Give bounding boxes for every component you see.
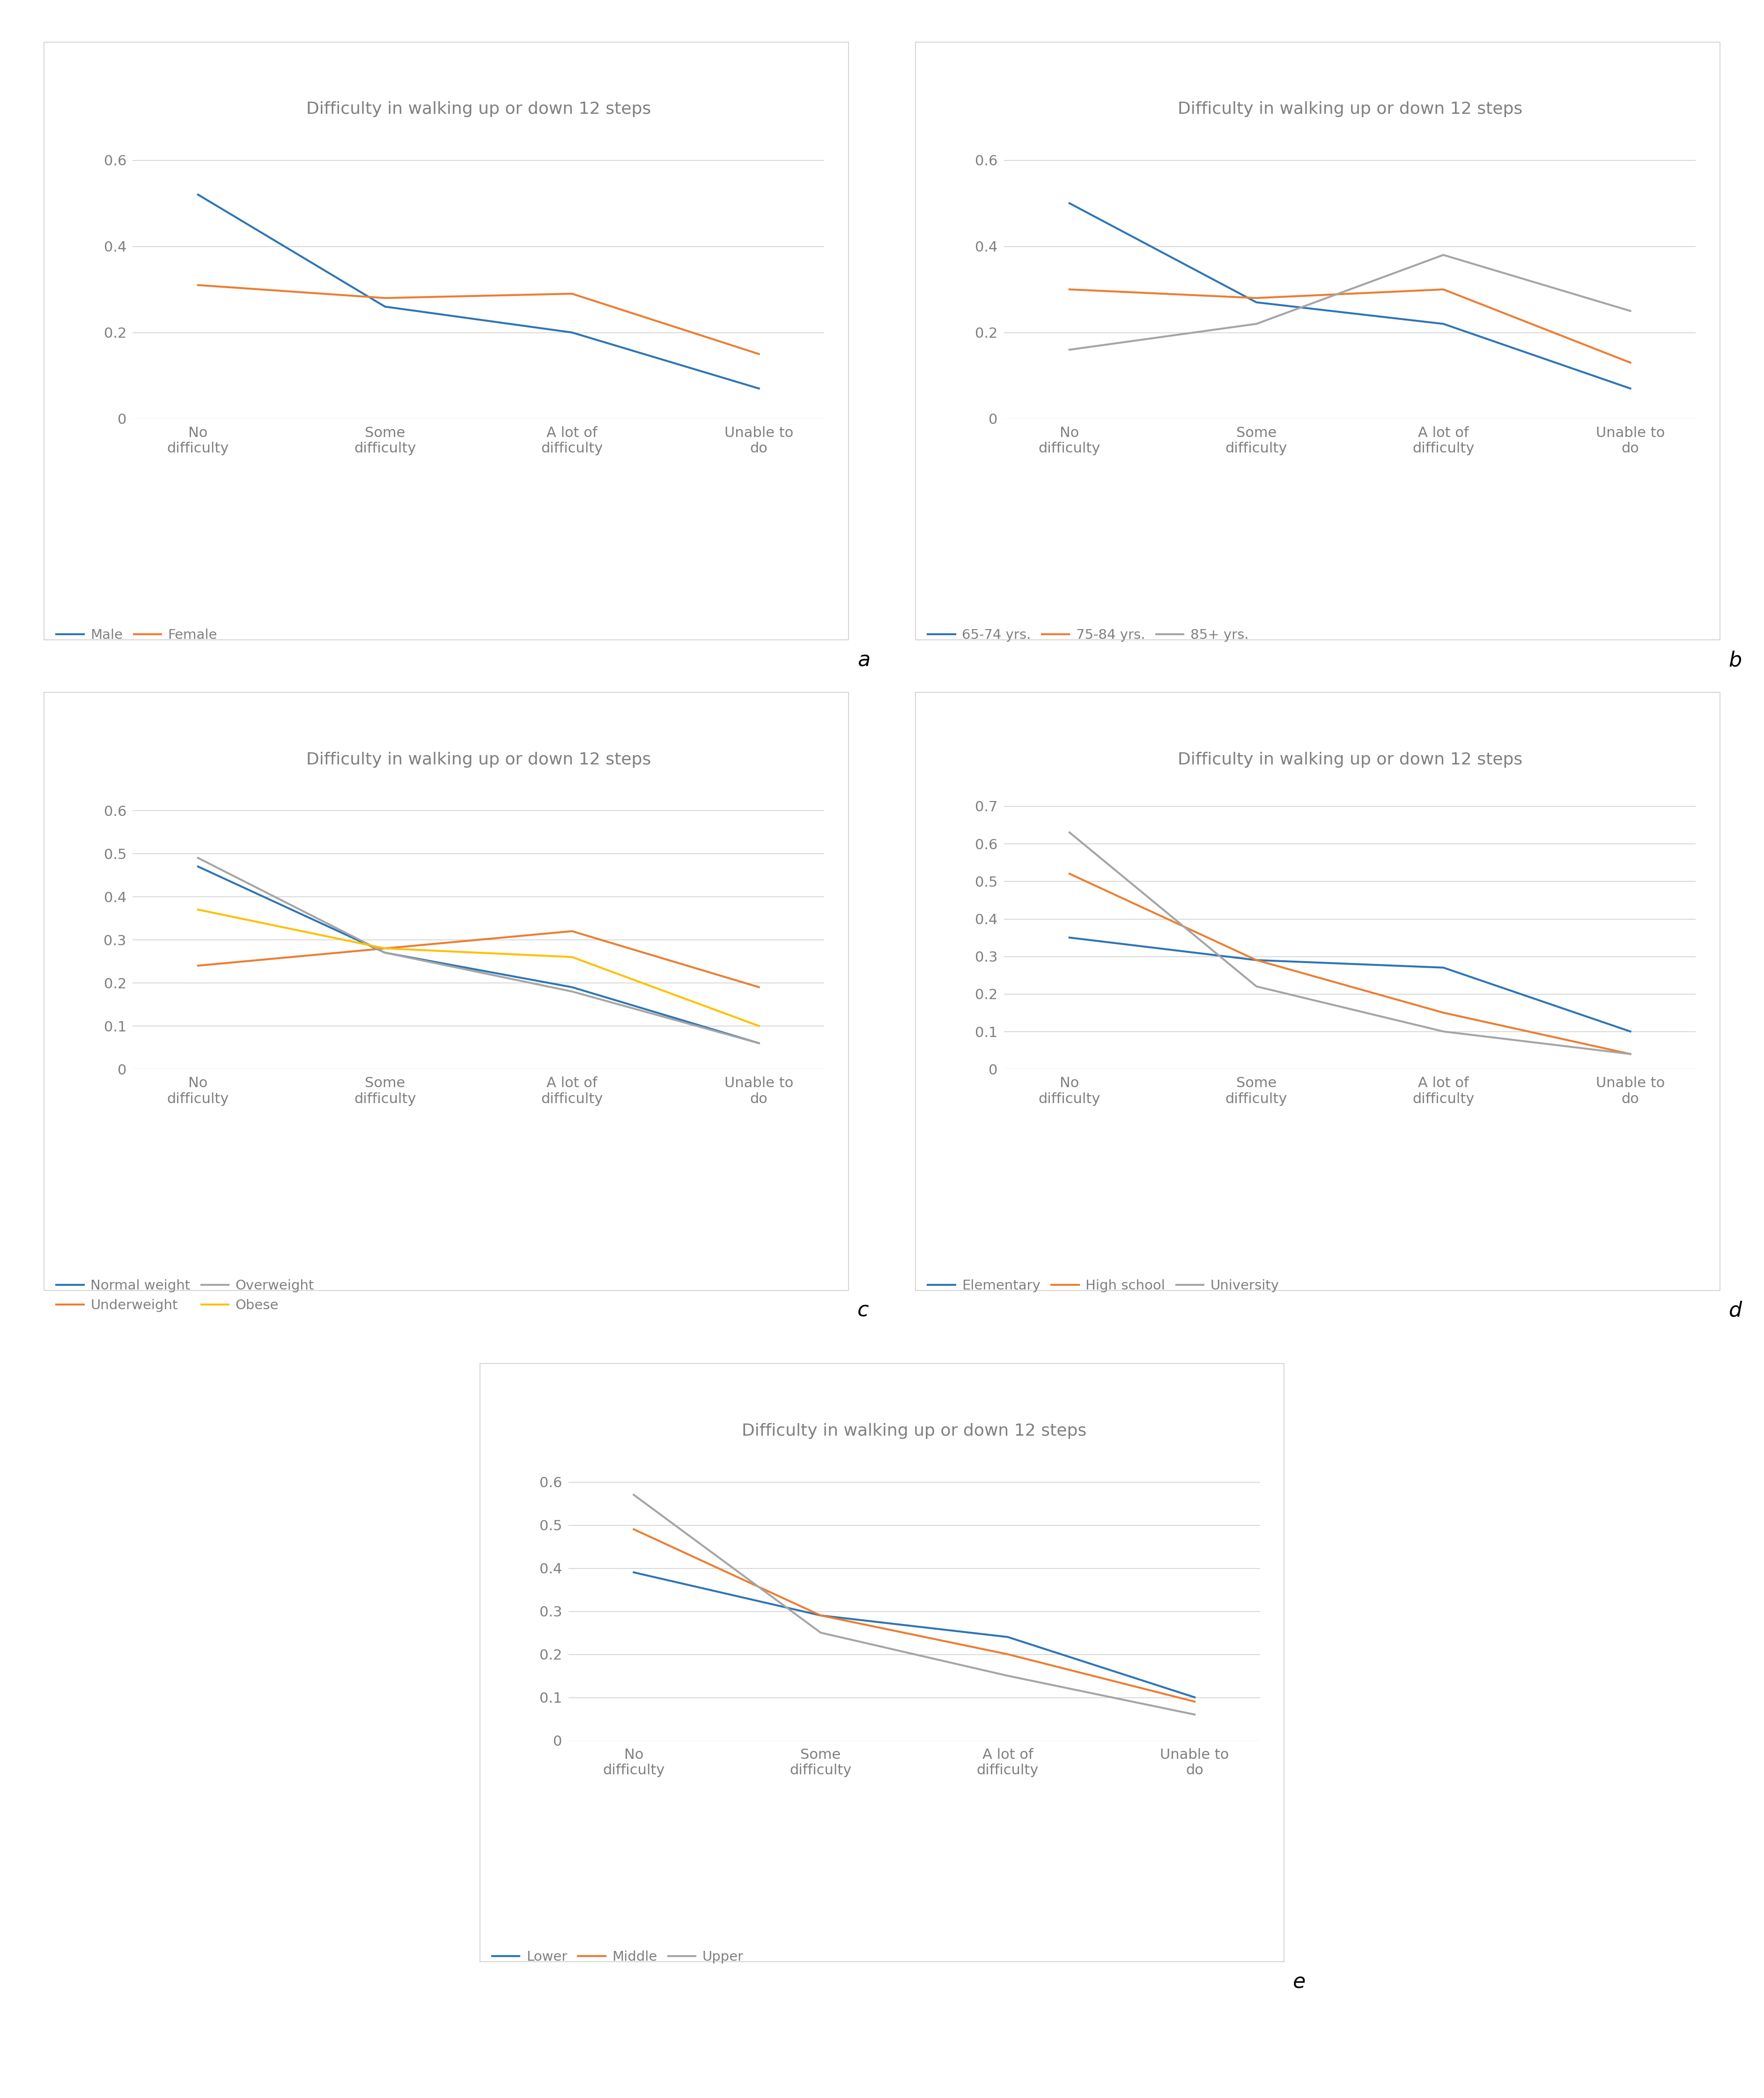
65-74 yrs. [1619, 376, 1641, 401]
Title: Difficulty in walking up or down 12 steps: Difficulty in walking up or down 12 step… [743, 1422, 1087, 1439]
Legend: 65-74 yrs., 75-84 yrs., 85+ yrs.: 65-74 yrs., 75-84 yrs., 85+ yrs. [923, 623, 1254, 648]
Middle [1184, 1689, 1205, 1714]
Text: b: b [1729, 650, 1741, 671]
Lower [997, 1624, 1018, 1649]
Line: 75-84 yrs.: 75-84 yrs. [1069, 290, 1630, 363]
University [1245, 973, 1267, 999]
Upper [810, 1620, 831, 1645]
Female [748, 342, 769, 367]
85+ yrs. [1245, 311, 1267, 336]
Line: Underweight: Underweight [198, 932, 759, 988]
Obese [374, 936, 395, 961]
65-74 yrs. [1058, 191, 1080, 216]
Underweight [374, 936, 395, 961]
Elementary [1245, 948, 1267, 973]
Male [374, 294, 395, 319]
Underweight [748, 976, 769, 1001]
Line: High school: High school [1069, 873, 1630, 1053]
Line: Male: Male [198, 195, 759, 388]
Middle [810, 1603, 831, 1628]
High school [1245, 948, 1267, 973]
Elementary [1058, 925, 1080, 950]
Middle [997, 1641, 1018, 1666]
Overweight [374, 940, 395, 965]
High school [1432, 1001, 1454, 1026]
Middle [623, 1517, 644, 1542]
University [1058, 820, 1080, 845]
Text: c: c [857, 1301, 870, 1322]
Normal weight [748, 1030, 769, 1055]
Line: Elementary: Elementary [1069, 938, 1630, 1032]
Title: Difficulty in walking up or down 12 steps: Difficulty in walking up or down 12 step… [307, 101, 651, 117]
85+ yrs. [1619, 298, 1641, 323]
Text: e: e [1293, 1972, 1305, 1993]
Normal weight [187, 854, 208, 879]
Text: a: a [857, 650, 870, 671]
75-84 yrs. [1058, 277, 1080, 302]
Line: Female: Female [198, 285, 759, 355]
Male [561, 319, 582, 344]
Legend: Lower, Middle, Upper: Lower, Middle, Upper [487, 1945, 750, 1970]
85+ yrs. [1058, 338, 1080, 363]
75-84 yrs. [1619, 350, 1641, 376]
Legend: Normal weight, Underweight, Overweight, Obese: Normal weight, Underweight, Overweight, … [51, 1273, 319, 1318]
Upper [623, 1481, 644, 1506]
Overweight [561, 980, 582, 1005]
Female [561, 281, 582, 306]
75-84 yrs. [1432, 277, 1454, 302]
Normal weight [561, 976, 582, 1001]
Line: Upper: Upper [633, 1494, 1194, 1714]
Male [748, 376, 769, 401]
85+ yrs. [1432, 243, 1454, 269]
Line: 65-74 yrs.: 65-74 yrs. [1069, 204, 1630, 388]
Title: Difficulty in walking up or down 12 steps: Difficulty in walking up or down 12 step… [1178, 751, 1522, 768]
Normal weight [374, 940, 395, 965]
Overweight [748, 1030, 769, 1055]
Obese [748, 1013, 769, 1039]
Lower [1184, 1685, 1205, 1710]
65-74 yrs. [1245, 290, 1267, 315]
Underweight [187, 952, 208, 978]
Legend: Elementary, High school, University: Elementary, High school, University [923, 1273, 1284, 1299]
Male [187, 183, 208, 208]
Text: d: d [1729, 1301, 1741, 1322]
65-74 yrs. [1432, 311, 1454, 336]
Line: Obese: Obese [198, 911, 759, 1026]
Elementary [1432, 955, 1454, 980]
Title: Difficulty in walking up or down 12 steps: Difficulty in walking up or down 12 step… [1178, 101, 1522, 117]
Line: Overweight: Overweight [198, 858, 759, 1043]
Overweight [187, 845, 208, 871]
Title: Difficulty in walking up or down 12 steps: Difficulty in walking up or down 12 step… [307, 751, 651, 768]
University [1432, 1020, 1454, 1045]
Line: Middle: Middle [633, 1529, 1194, 1701]
Lower [810, 1603, 831, 1628]
University [1619, 1041, 1641, 1066]
High school [1058, 860, 1080, 885]
Line: 85+ yrs.: 85+ yrs. [1069, 256, 1630, 350]
75-84 yrs. [1245, 285, 1267, 311]
Legend: Male, Female: Male, Female [51, 623, 222, 648]
Line: Normal weight: Normal weight [198, 866, 759, 1043]
Elementary [1619, 1020, 1641, 1045]
Line: Lower: Lower [633, 1571, 1194, 1697]
Upper [997, 1664, 1018, 1689]
Upper [1184, 1701, 1205, 1727]
High school [1619, 1041, 1641, 1066]
Obese [187, 898, 208, 923]
Female [187, 273, 208, 298]
Lower [623, 1559, 644, 1584]
Underweight [561, 919, 582, 944]
Female [374, 285, 395, 311]
Line: University: University [1069, 833, 1630, 1053]
Obese [561, 944, 582, 969]
